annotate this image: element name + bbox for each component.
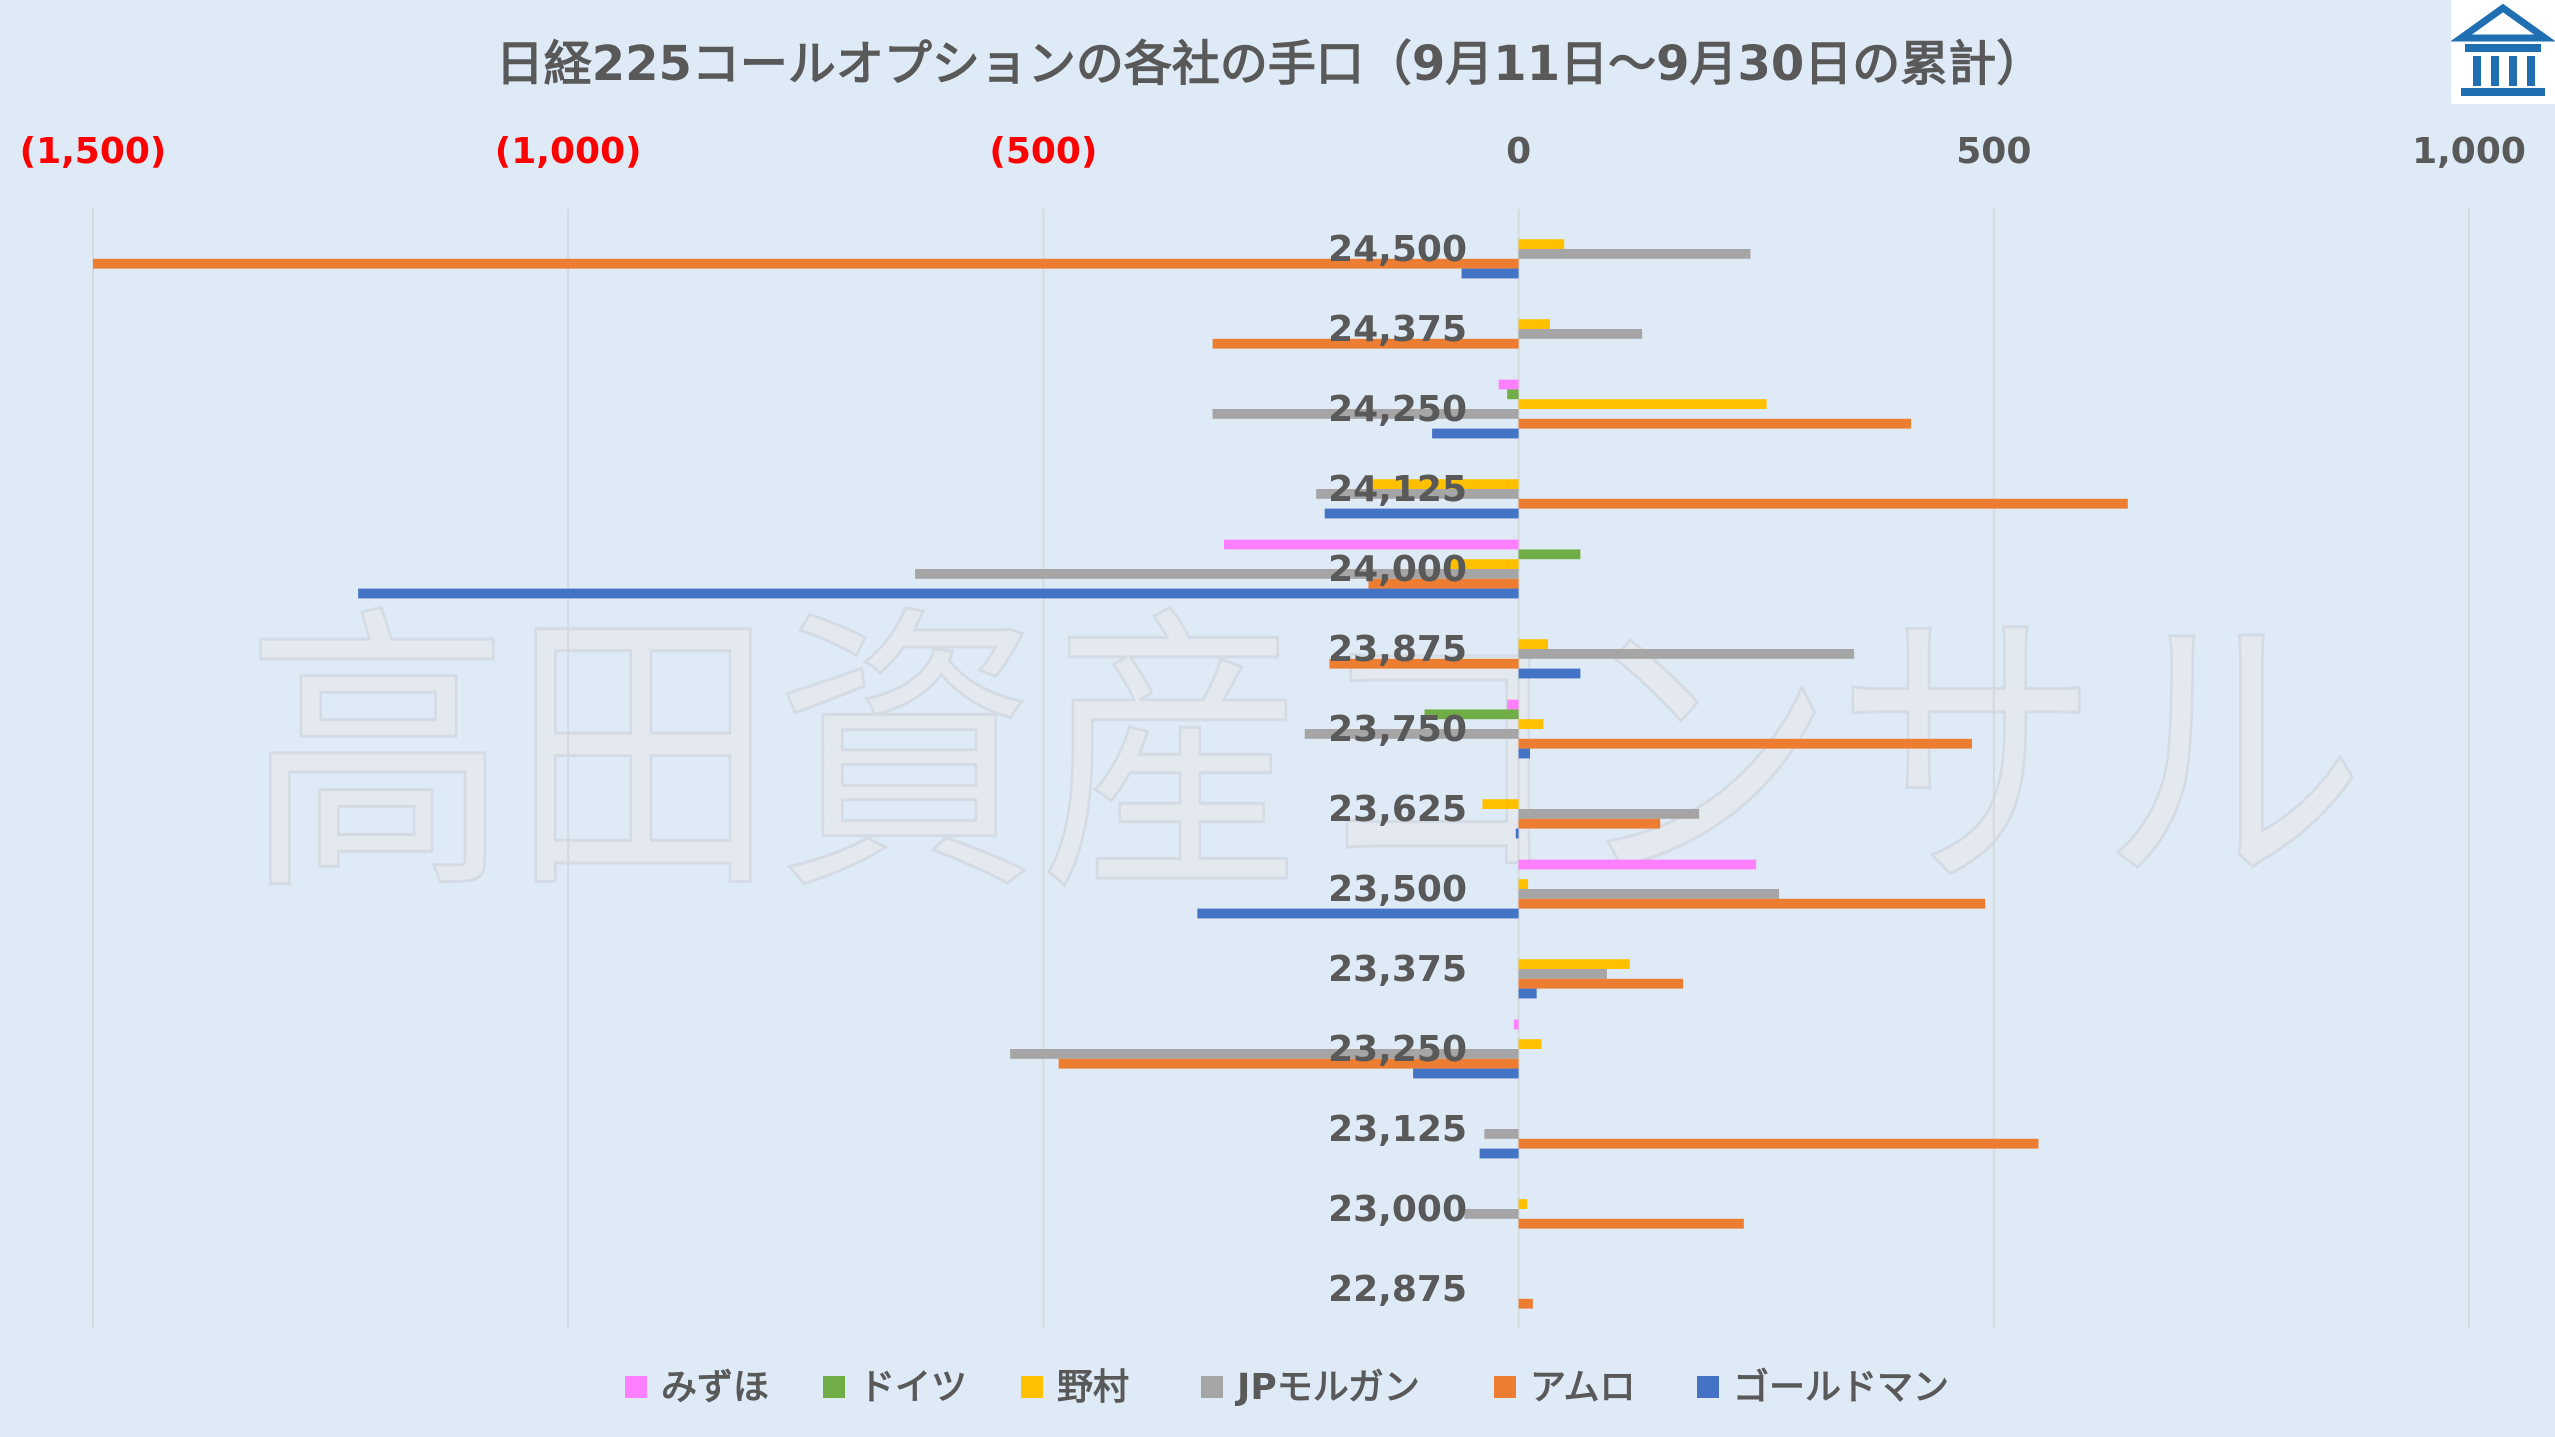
bar <box>1464 1209 1519 1219</box>
bar <box>1518 549 1581 560</box>
bars <box>93 239 2128 1309</box>
bar <box>1518 959 1630 969</box>
bar <box>1518 738 1972 749</box>
bar <box>1518 818 1661 829</box>
bar <box>1413 1068 1519 1079</box>
bank-building-icon <box>2450 3 2555 96</box>
bar <box>1518 859 1757 870</box>
legend: みずほ ドイツ 野村 JPモルガン アムロ ゴールドマン <box>625 1366 1949 1408</box>
legend-label: JPモルガン <box>1234 1367 1420 1408</box>
legend-label: 野村 <box>1057 1367 1129 1408</box>
category-label: 24,375 <box>1328 309 1467 350</box>
category-label: 23,625 <box>1328 789 1467 830</box>
bar <box>1482 799 1519 809</box>
bar <box>1518 1298 1533 1309</box>
bar <box>1212 338 1519 349</box>
bar <box>1518 329 1643 339</box>
bar <box>1518 668 1581 679</box>
category-label: 24,250 <box>1328 389 1467 430</box>
category-label: 23,500 <box>1328 869 1467 910</box>
bar <box>1424 709 1519 720</box>
legend-label: ドイツ <box>859 1367 967 1408</box>
category-label: 23,000 <box>1328 1189 1467 1230</box>
bar <box>1212 409 1519 419</box>
bar <box>1223 539 1519 550</box>
legend-swatch <box>1021 1376 1043 1398</box>
category-label: 23,750 <box>1328 709 1467 750</box>
bar <box>1304 729 1519 739</box>
bar <box>1329 658 1519 669</box>
category-label: 24,125 <box>1328 469 1467 510</box>
bar <box>1324 508 1519 519</box>
legend-swatch <box>625 1376 647 1398</box>
bar <box>1197 908 1519 919</box>
bar <box>1432 428 1519 439</box>
bar <box>1484 1129 1519 1139</box>
bar <box>1518 418 1912 429</box>
legend-swatch <box>1697 1376 1719 1398</box>
x-tick-label: 1,000 <box>2412 131 2526 172</box>
bar <box>1518 1039 1542 1049</box>
bar <box>1518 649 1855 659</box>
bar <box>1518 988 1537 999</box>
x-tick-label: 0 <box>1506 131 1531 172</box>
bar <box>1513 1019 1519 1030</box>
logo <box>2450 0 2555 104</box>
x-tick-label: (500) <box>989 131 1097 172</box>
legend-label: みずほ <box>661 1367 769 1408</box>
x-axis-ticks: (1,500) (1,000) (500) 0 500 1,000 <box>20 131 2526 172</box>
category-label: 22,875 <box>1328 1269 1467 1310</box>
watermark: 高田資産コンサル <box>245 582 2365 931</box>
bar <box>1479 1148 1519 1159</box>
bar <box>1498 379 1519 390</box>
bar <box>1518 249 1751 259</box>
category-label: 23,125 <box>1328 1109 1467 1150</box>
x-tick-label: 500 <box>1956 131 2031 172</box>
bar <box>1058 1058 1519 1069</box>
bar <box>1518 239 1565 249</box>
bar <box>1518 1138 2039 1149</box>
bar <box>1518 969 1607 979</box>
bar <box>1518 978 1684 989</box>
bar <box>1518 748 1531 759</box>
bar <box>1316 489 1519 499</box>
x-tick-label: (1,000) <box>495 131 642 172</box>
legend-label: アムロ <box>1530 1367 1635 1408</box>
bar <box>1518 399 1767 409</box>
category-label: 24,500 <box>1328 229 1467 270</box>
bar <box>1461 268 1519 279</box>
bar <box>1507 389 1519 400</box>
legend-swatch <box>1494 1376 1516 1398</box>
category-label: 23,375 <box>1328 949 1467 990</box>
category-labels: 24,500 24,375 24,250 24,125 24,000 23,875 23,7… <box>1328 229 1467 1310</box>
bar <box>1450 559 1519 569</box>
bar <box>1518 1218 1744 1229</box>
category-label: 23,250 <box>1328 1029 1467 1070</box>
bar <box>1507 699 1519 710</box>
chart-title: 日経225コールオプションの各社の手口（9月11日～9月30日の累計） <box>496 36 2045 92</box>
bar <box>1518 889 1780 899</box>
bar <box>915 569 1519 579</box>
bar <box>358 588 1519 599</box>
legend-swatch <box>1201 1376 1223 1398</box>
bar <box>1518 879 1529 889</box>
bar <box>1518 809 1700 819</box>
category-label: 24,000 <box>1328 549 1467 590</box>
bar <box>1518 498 2128 509</box>
bar <box>1368 578 1519 589</box>
bar <box>1518 719 1544 729</box>
x-tick-label: (1,500) <box>20 131 167 172</box>
bar <box>93 258 1519 269</box>
bar <box>1518 319 1550 329</box>
bar <box>1518 639 1549 649</box>
legend-label: ゴールドマン <box>1733 1366 1949 1408</box>
bar <box>1010 1049 1519 1059</box>
bar <box>1515 828 1519 839</box>
bar <box>1518 1199 1528 1209</box>
category-label: 23,875 <box>1328 629 1467 670</box>
legend-swatch <box>823 1376 845 1398</box>
bar <box>1518 898 1986 909</box>
bar <box>1366 479 1519 489</box>
